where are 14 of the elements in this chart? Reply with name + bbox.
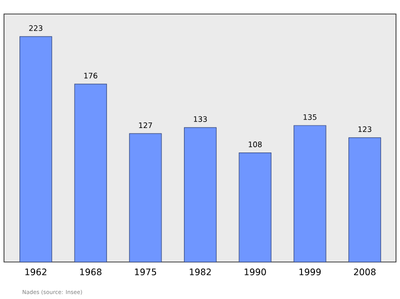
bar	[294, 125, 326, 262]
x-tick-label: 2008	[354, 268, 376, 276]
x-tick-label: 1990	[244, 268, 266, 276]
x-tick-label: 1982	[190, 268, 211, 276]
bar	[184, 127, 217, 262]
x-tick-label: 1975	[135, 268, 156, 276]
x-tick-label: 1962	[25, 268, 46, 276]
bar	[20, 36, 52, 262]
x-tick-label: 1999	[300, 268, 321, 276]
bar	[348, 137, 382, 262]
x-tick-label: 1968	[80, 268, 102, 276]
bar	[129, 133, 162, 262]
bar	[238, 152, 272, 262]
bar	[74, 84, 107, 262]
